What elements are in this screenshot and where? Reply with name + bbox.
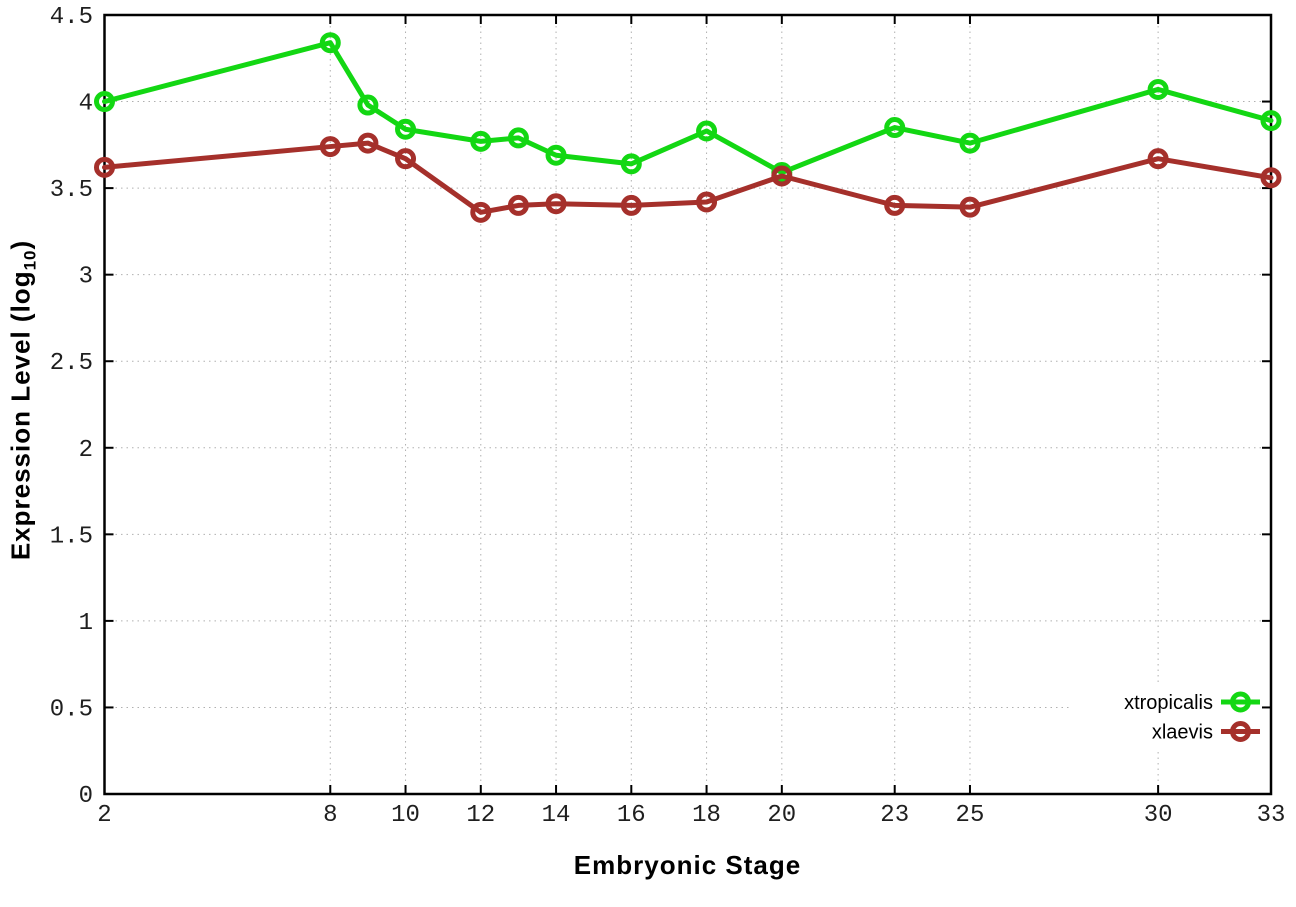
data-point-xlaevis (884, 194, 906, 216)
data-point-xtropicalis (319, 32, 341, 54)
y-axis-title: Expression Level (log10) (5, 240, 40, 560)
x-tick-label: 18 (692, 802, 721, 829)
legend-marker-xtropicalis (1230, 691, 1251, 713)
data-point-xlaevis (357, 132, 379, 154)
data-point-xtropicalis (1260, 110, 1282, 132)
y-axis-title-subscript: 10 (20, 249, 40, 271)
x-tick-label: 10 (391, 802, 420, 829)
x-tick-label: 30 (1144, 802, 1173, 829)
y-axis-title-suffix: ) (5, 239, 36, 250)
data-point-xlaevis (959, 196, 981, 218)
x-tick-label: 8 (323, 802, 337, 829)
data-point-xlaevis (319, 136, 341, 158)
data-point-xlaevis (620, 194, 642, 216)
x-tick-label: 12 (466, 802, 495, 829)
x-axis-title: Embryonic Stage (573, 850, 802, 880)
data-point-xtropicalis (959, 132, 981, 154)
y-axis-title-text: Expression Level (log (5, 270, 36, 561)
x-tick-label: 25 (956, 802, 985, 829)
y-tick-label: 4.5 (50, 4, 93, 31)
data-point-xlaevis (545, 193, 567, 215)
x-tick-label: 20 (767, 802, 796, 829)
data-point-xlaevis (94, 156, 115, 178)
y-tick-label: 3 (79, 264, 93, 291)
data-point-xtropicalis (357, 94, 379, 116)
y-tick-label: 4 (79, 91, 93, 118)
data-point-xlaevis (470, 201, 492, 223)
data-point-xtropicalis (395, 118, 417, 140)
data-point-xtropicalis (507, 127, 529, 149)
data-point-xtropicalis (94, 91, 115, 113)
data-point-xtropicalis (470, 130, 492, 152)
data-point-xlaevis (507, 194, 529, 216)
y-tick-label: 0 (79, 783, 93, 810)
y-tick-label: 2.5 (50, 350, 93, 377)
x-tick-label: 16 (617, 802, 646, 829)
data-point-xtropicalis (1147, 78, 1169, 100)
y-tick-label: 0.5 (50, 696, 93, 723)
data-point-xlaevis (696, 191, 718, 213)
data-point-xlaevis (1260, 167, 1282, 189)
data-point-xtropicalis (884, 117, 906, 139)
y-tick-label: 2 (79, 437, 93, 464)
x-tick-label: 33 (1257, 802, 1286, 829)
data-point-xlaevis (771, 165, 793, 187)
legend-marker-xlaevis (1230, 721, 1251, 742)
x-tick-label: 14 (542, 802, 571, 829)
y-tick-label: 1.5 (50, 523, 93, 550)
data-point-xlaevis (395, 148, 417, 170)
legend-label-xtropicalis: xtropicalis (1124, 692, 1213, 714)
x-tick-label: 23 (880, 802, 909, 829)
y-tick-label: 3.5 (50, 177, 93, 204)
data-point-xtropicalis (620, 153, 642, 175)
data-point-xlaevis (1147, 148, 1169, 170)
data-point-xtropicalis (545, 144, 567, 166)
y-tick-label: 1 (79, 610, 93, 637)
data-point-xtropicalis (696, 120, 718, 142)
plot-border (103, 13, 1273, 796)
x-tick-label: 2 (97, 802, 111, 829)
legend-label-xlaevis: xlaevis (1152, 722, 1213, 744)
series-line-xlaevis (102, 140, 1274, 215)
